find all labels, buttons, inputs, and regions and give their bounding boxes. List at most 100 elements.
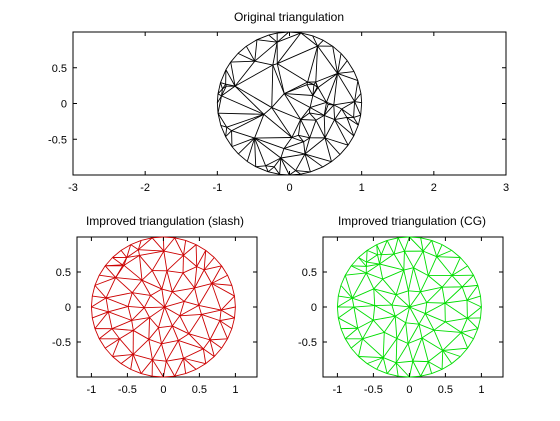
mesh-edge <box>182 266 197 274</box>
mesh-edge <box>376 368 388 374</box>
mesh-edge <box>373 278 384 290</box>
mesh-edge <box>422 251 429 276</box>
mesh-edge <box>433 330 444 351</box>
mesh-edge <box>231 137 255 148</box>
y-tick-label: 0.5 <box>302 267 317 279</box>
mesh-edge <box>403 269 409 291</box>
mesh-edge <box>216 93 219 103</box>
mesh-edge <box>408 361 414 378</box>
mesh-edge <box>231 285 235 297</box>
x-tick-label: 0.5 <box>192 384 207 396</box>
mesh-edge <box>188 314 202 335</box>
mesh-edge <box>441 275 453 288</box>
mesh-edge <box>211 283 235 297</box>
mesh-edge <box>234 306 236 318</box>
mesh-edge <box>333 73 338 105</box>
mesh-edge <box>393 250 405 255</box>
mesh-edge <box>158 327 162 344</box>
mesh-edge <box>277 32 302 43</box>
mesh-edge <box>317 40 324 47</box>
mesh-edge <box>442 347 468 351</box>
mesh-edge <box>309 120 317 139</box>
mesh-edge <box>183 357 206 365</box>
mesh-edge <box>231 317 235 329</box>
mesh-edge <box>137 240 142 250</box>
mesh-edge <box>315 115 325 121</box>
mesh-edge <box>354 101 362 116</box>
mesh-edge <box>428 275 443 288</box>
mesh-edge <box>196 250 207 267</box>
mesh-edge <box>345 272 367 276</box>
mesh-edge <box>201 314 220 322</box>
mesh-edge <box>277 31 289 34</box>
mesh-edge <box>480 296 482 308</box>
mesh-edge <box>104 265 117 278</box>
x-tick-label: 3 <box>503 182 509 194</box>
mesh-edge <box>130 244 139 251</box>
mesh-edge <box>403 251 405 271</box>
mesh-edge <box>373 288 397 296</box>
mesh-edge <box>354 93 362 102</box>
mesh-edge <box>420 237 432 241</box>
mesh-edge <box>94 275 100 286</box>
mesh-edge <box>333 104 342 110</box>
mesh-edge <box>171 315 181 327</box>
mesh-edge <box>226 126 232 132</box>
mesh-edge <box>201 309 222 315</box>
mesh-edge <box>404 251 414 268</box>
mesh-edge <box>444 302 468 319</box>
mesh-edge <box>91 306 109 313</box>
mesh-edge <box>422 240 433 252</box>
mesh-edge <box>211 274 228 284</box>
mesh-edge <box>288 31 301 34</box>
mesh-edge <box>396 338 409 344</box>
y-tick-label: 0.5 <box>56 267 71 279</box>
mesh-edge <box>408 290 421 293</box>
mesh-edge <box>151 237 165 252</box>
mesh-edge <box>451 356 461 364</box>
mesh-edge <box>148 327 159 340</box>
mesh-edge <box>324 119 335 139</box>
mesh-edge <box>344 275 353 299</box>
mesh-edge <box>94 328 100 339</box>
mesh-edge <box>396 360 413 364</box>
mesh-edge <box>174 373 186 377</box>
mesh-edge <box>112 257 123 266</box>
mesh-edge <box>418 323 435 331</box>
mesh-edge <box>366 272 383 280</box>
mesh-edge <box>141 279 163 290</box>
mesh-edge <box>409 236 421 239</box>
mesh-edge <box>315 119 326 139</box>
mesh-edge <box>105 264 123 267</box>
mesh-edge <box>309 112 317 121</box>
mesh-edge <box>459 257 468 267</box>
mesh-edge <box>112 353 134 357</box>
mesh-edge <box>152 343 162 360</box>
mesh-edge <box>382 278 397 296</box>
mesh-edge <box>366 357 384 365</box>
mesh-edge <box>445 321 462 333</box>
mesh-edge <box>163 250 184 256</box>
mesh-edge <box>164 306 173 327</box>
mesh-edge <box>304 153 311 173</box>
mesh-edge <box>105 297 129 307</box>
mesh-edge <box>225 136 233 147</box>
mesh-edge <box>352 288 374 299</box>
mesh-edge <box>346 117 355 137</box>
ticks-original: -3 -2 -1 0 1 2 3 0.5 0 -0.5 <box>48 32 509 194</box>
mesh-edge <box>347 135 355 146</box>
mesh-edge <box>421 337 443 351</box>
mesh-edge <box>409 302 427 308</box>
mesh-edge <box>171 291 185 302</box>
mesh-edge <box>353 101 356 118</box>
mesh-edge <box>138 237 153 251</box>
mesh-edge <box>141 270 153 281</box>
mesh-edge <box>360 93 363 103</box>
mesh-edge <box>213 347 222 357</box>
mesh-edge <box>334 117 347 121</box>
mesh-edge <box>105 292 133 299</box>
x-tick-label: -1 <box>212 182 222 194</box>
mesh-edge <box>409 291 421 308</box>
mesh-edge <box>382 269 404 280</box>
mesh-edge <box>231 146 239 155</box>
